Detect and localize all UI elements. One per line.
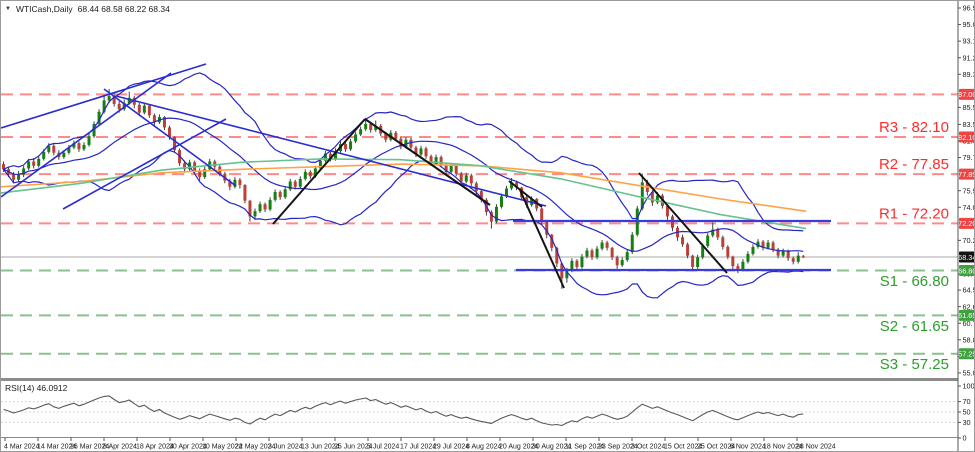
date-tick-label: 6 Nov 2024 <box>730 444 766 451</box>
svg-text:64.55: 64.55 <box>963 286 975 295</box>
date-tick-label: 20 Aug 2024 <box>499 444 538 451</box>
black-trendline[interactable] <box>638 172 728 274</box>
resistance-label: R3 - 82.10 <box>879 119 949 136</box>
rsi-panel <box>1 395 958 427</box>
collapse-arrow-icon[interactable]: ▼ <box>5 6 11 12</box>
date-tick-label: 15 Oct 2024 <box>664 444 702 451</box>
svg-text:100: 100 <box>963 382 975 391</box>
symbol-timeframe-label: WTICash,Daily <box>15 4 73 14</box>
svg-text:96.90: 96.90 <box>963 4 975 13</box>
svg-text:87.00: 87.00 <box>958 90 975 99</box>
date-tick-label: 8 Aug 2024 <box>466 444 502 451</box>
svg-text:82.10: 82.10 <box>958 133 975 142</box>
svg-text:93.10: 93.10 <box>963 37 975 46</box>
date-tick-label: 17 Jul 2024 <box>400 444 436 451</box>
blue-trendline[interactable] <box>1 63 207 129</box>
date-tick-label: 3 Jun 2024 <box>268 444 303 451</box>
date-tick-label: 25 Jun 2024 <box>334 444 373 451</box>
svg-text:77.85: 77.85 <box>958 170 975 179</box>
svg-text:89.30: 89.30 <box>963 70 975 79</box>
price-axis-badges: 87.00 82.10 77.85 72.20 66.80 61.65 57.25 68.34 <box>958 88 975 360</box>
date-tick-label: 18 Apr 2024 <box>136 444 174 451</box>
blue-trendline[interactable] <box>62 118 227 210</box>
date-tick-label: 8 Apr 2024 <box>103 444 137 451</box>
date-tick-label: 30 Aug 2024 <box>532 444 571 451</box>
svg-text:95.00: 95.00 <box>963 20 975 29</box>
chart-title: ▼ WTICash,Daily 68.44 68.58 68.22 68.34 <box>5 4 170 14</box>
svg-text:79.75: 79.75 <box>963 153 975 162</box>
date-tick-label: 10 May 2024 <box>202 444 243 451</box>
svg-text:30: 30 <box>963 418 971 427</box>
date-tick-label: 22 May 2024 <box>235 444 276 451</box>
blue-trendline[interactable] <box>103 88 237 187</box>
resistance-label: R1 - 72.20 <box>879 205 949 222</box>
blue-trendline[interactable] <box>115 95 547 207</box>
date-tick-label: 11 Sep 2024 <box>565 444 604 451</box>
svg-text:72.20: 72.20 <box>958 219 975 228</box>
svg-text:70.25: 70.25 <box>963 236 975 245</box>
date-tick-label: 28 Nov 2024 <box>796 444 836 451</box>
date-tick-label: 25 Oct 2024 <box>697 444 735 451</box>
support-label: S3 - 57.25 <box>880 356 949 373</box>
date-tick-label: 18 Nov 2024 <box>763 444 803 451</box>
svg-text:70: 70 <box>963 397 971 406</box>
date-tick-label: 29 Jul 2024 <box>433 444 469 451</box>
svg-text:91.20: 91.20 <box>963 53 975 62</box>
date-tick-label: 13 Jun 2024 <box>301 444 340 451</box>
svg-text:85.50: 85.50 <box>963 103 975 112</box>
black-trendline[interactable] <box>364 118 491 206</box>
svg-text:0: 0 <box>963 434 967 443</box>
ohlc-readout: 68.44 68.58 68.22 68.34 <box>77 4 170 14</box>
date-tick-label: 26 Mar 2024 <box>70 444 109 451</box>
date-tick-label: 5 Jul 2024 <box>367 444 399 451</box>
resistance-label: R2 - 77.85 <box>879 156 949 173</box>
pivot-level-labels: R3 - 82.10 R2 - 77.85 R1 - 72.20 S1 - 66.80… <box>879 119 949 373</box>
date-tick-label: 4 Mar 2024 <box>4 444 40 451</box>
svg-text:60.75: 60.75 <box>963 319 975 328</box>
date-tick-label: 30 Apr 2024 <box>169 444 207 451</box>
moving-averages <box>1 158 807 230</box>
black-trendline[interactable] <box>519 189 565 289</box>
date-tick-label: 3 Oct 2024 <box>631 444 665 451</box>
blue-trendline[interactable] <box>1 72 172 198</box>
support-label: S1 - 66.80 <box>880 273 949 290</box>
date-tick-label: 23 Sep 2024 <box>598 444 638 451</box>
svg-text:55.05: 55.05 <box>963 369 975 378</box>
svg-text:83.55: 83.55 <box>963 120 975 129</box>
date-tick-label: 14 Mar 2024 <box>37 444 76 451</box>
svg-text:68.34: 68.34 <box>958 253 975 262</box>
support-label: S2 - 61.65 <box>880 318 949 335</box>
svg-text:57.25: 57.25 <box>958 350 975 359</box>
black-trendline[interactable] <box>508 180 543 208</box>
svg-text:62.65: 62.65 <box>963 302 975 311</box>
svg-text:50: 50 <box>963 408 971 417</box>
candles <box>2 89 805 289</box>
svg-text:61.65: 61.65 <box>958 311 975 320</box>
svg-text:74.05: 74.05 <box>963 203 975 212</box>
svg-text:58.85: 58.85 <box>963 335 975 344</box>
svg-text:75.95: 75.95 <box>963 186 975 195</box>
trendline-annotations <box>1 63 831 289</box>
svg-text:66.80: 66.80 <box>958 266 975 275</box>
panel-separator[interactable] <box>1 378 975 381</box>
black-trendline[interactable] <box>272 118 366 225</box>
rsi-indicator-label: RSI(14) 46.0912 <box>5 383 68 393</box>
pivot-level-lines <box>1 93 958 355</box>
